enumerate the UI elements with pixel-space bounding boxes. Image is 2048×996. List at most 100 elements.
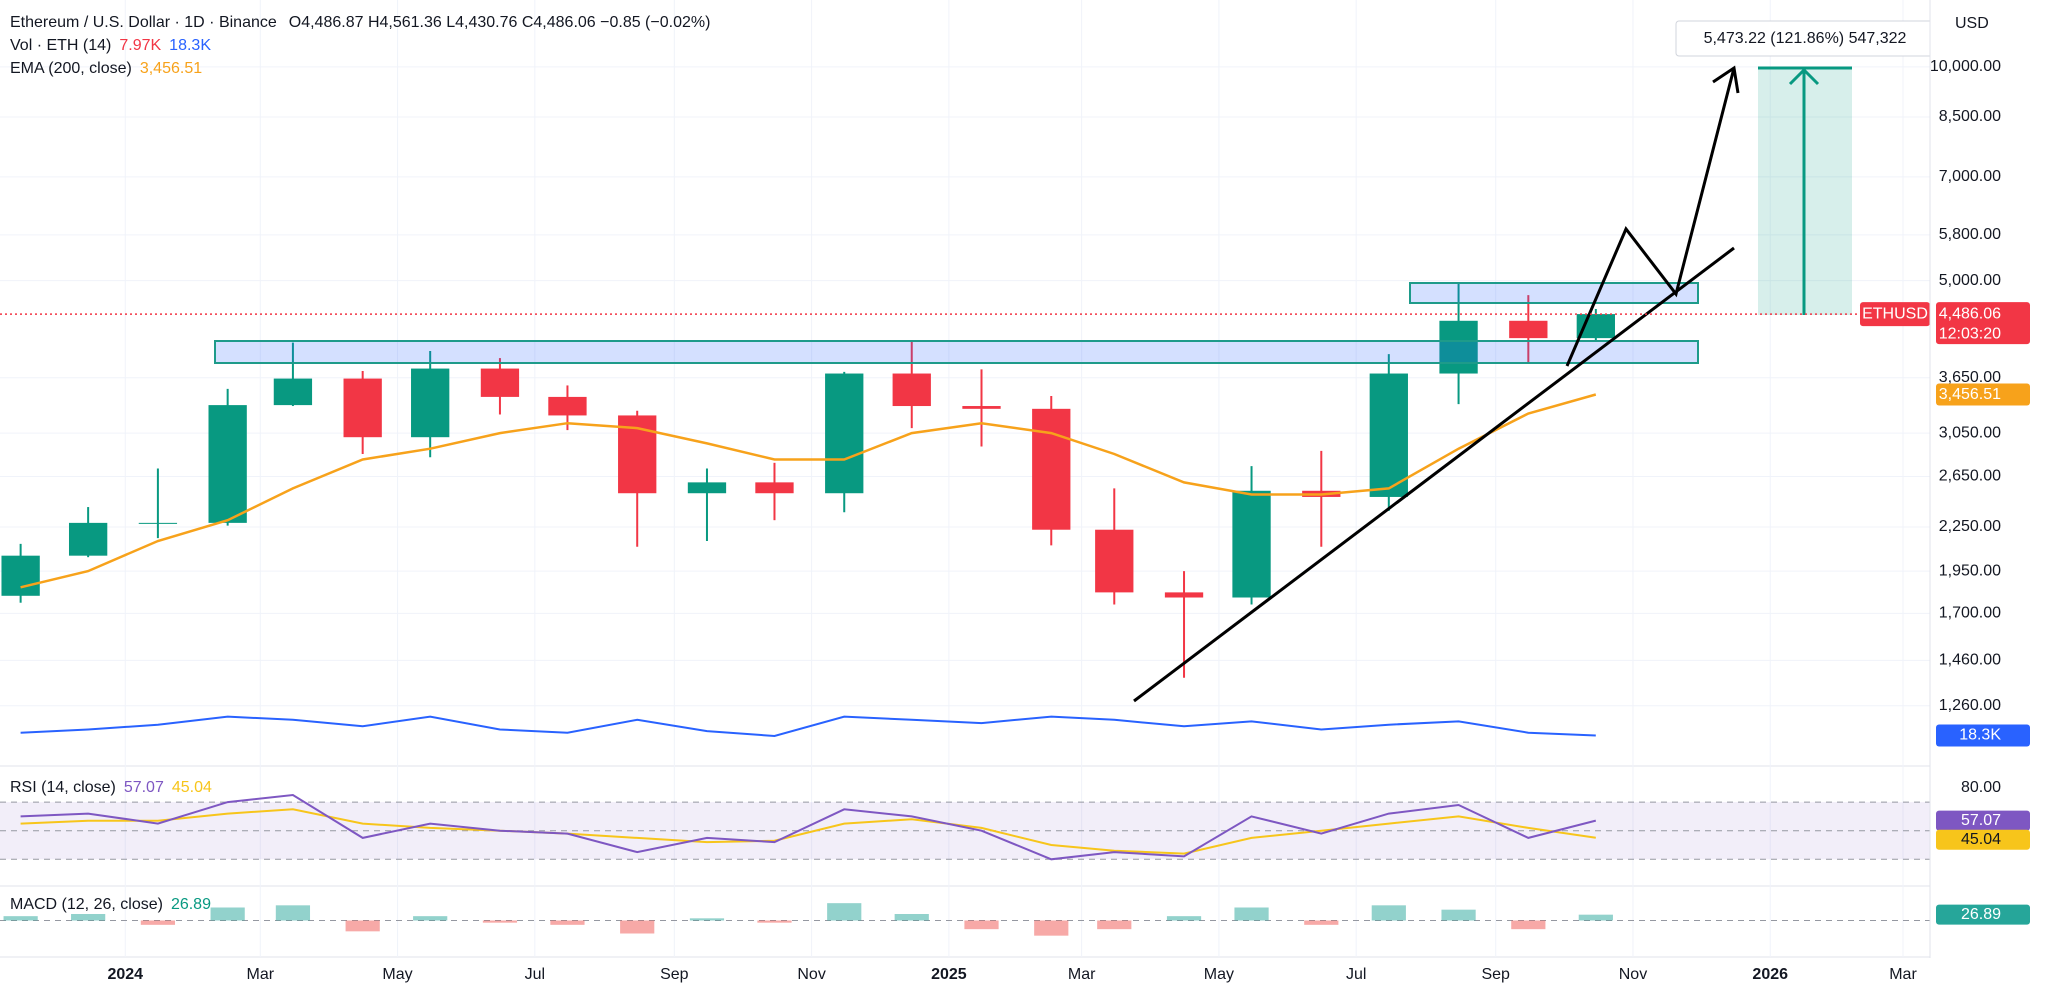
arrow-head bbox=[1712, 65, 1740, 94]
x-tick-label: May bbox=[382, 966, 412, 983]
macd-bar bbox=[1578, 914, 1613, 921]
legend-macd: MACD (12, 26, close) 26.89 bbox=[10, 896, 211, 913]
macd-bar bbox=[894, 914, 929, 921]
rsi-line bbox=[20, 793, 1597, 861]
drawings: 5,473.22 (121.86%) 547,322 bbox=[214, 20, 1935, 703]
macd-bar bbox=[827, 903, 862, 921]
volume-ma: 18.3K bbox=[169, 37, 211, 54]
x-tick-label: Jul bbox=[525, 966, 545, 983]
macd-bar bbox=[1234, 907, 1269, 921]
candle-body bbox=[208, 405, 247, 523]
x-tick-label: Sep bbox=[660, 966, 689, 983]
x-tick-label: Mar bbox=[1068, 966, 1096, 983]
macd-bar bbox=[550, 920, 585, 925]
symbol-badge bbox=[1860, 302, 1930, 327]
candle-body bbox=[1095, 529, 1134, 593]
x-tick-label: Mar bbox=[1889, 966, 1917, 983]
legend-title: Ethereum / U.S. Dollar · 1D · Binance O4,… bbox=[10, 14, 710, 31]
volume-badge bbox=[1936, 724, 2030, 747]
y-tick-label: 3,650.00 bbox=[1939, 369, 2001, 386]
candle-body bbox=[273, 378, 313, 406]
y-tick-label: 2,250.00 bbox=[1939, 518, 2001, 535]
macd-bar bbox=[1034, 920, 1069, 936]
currency-label: USD bbox=[1955, 15, 1989, 32]
price-badge bbox=[1936, 302, 2030, 345]
macd-bar bbox=[620, 920, 655, 934]
y-tick-label: 5,800.00 bbox=[1939, 226, 2001, 243]
candle-body bbox=[962, 406, 1001, 409]
y-tick-label: 7,000.00 bbox=[1939, 168, 2001, 185]
plot bbox=[1, 283, 1615, 936]
x-tick-label: 2024 bbox=[107, 966, 143, 983]
volume-ma-line bbox=[20, 715, 1596, 738]
macd-bar bbox=[345, 920, 380, 932]
macd-bar bbox=[210, 907, 245, 921]
x-tick-label: May bbox=[1204, 966, 1234, 983]
rsi-name: RSI (14, close) bbox=[10, 779, 116, 796]
y-tick-label: 2,650.00 bbox=[1939, 468, 2001, 485]
macd-bar bbox=[1441, 909, 1476, 921]
candle-body bbox=[1164, 592, 1204, 598]
grid bbox=[0, 0, 2048, 958]
rsi-badge-label: 57.07 bbox=[1961, 812, 2001, 829]
rsi-ma-value: 45.04 bbox=[172, 779, 212, 796]
symbol: Ethereum / U.S. Dollar · 1D · Binance bbox=[10, 14, 277, 31]
macd-bar bbox=[3, 916, 38, 921]
candle-body bbox=[1032, 408, 1071, 530]
x-tick-label: Mar bbox=[247, 966, 275, 983]
macd-name: MACD (12, 26, close) bbox=[10, 896, 163, 913]
volume-current: 7.97K bbox=[119, 37, 161, 54]
ema-line bbox=[20, 393, 1597, 589]
macd-bar bbox=[1371, 905, 1406, 921]
macd-badge bbox=[1936, 904, 2030, 925]
candle-body bbox=[687, 482, 727, 494]
x-tick-label: 2026 bbox=[1752, 966, 1788, 983]
candle-body bbox=[411, 368, 450, 438]
candle-body bbox=[1369, 373, 1408, 497]
ohlc: O4,486.87 H4,561.36 L4,430.76 C4,486.06 … bbox=[289, 14, 711, 31]
legend-rsi: RSI (14, close) 57.07 45.04 bbox=[10, 779, 212, 796]
candle-body bbox=[1439, 320, 1478, 374]
macd-bar bbox=[413, 916, 448, 921]
countdown-label: 12:03:20 bbox=[1939, 325, 2001, 342]
symbol-badge-label: ETHUSD bbox=[1862, 305, 1928, 322]
x-tick-label: Jul bbox=[1346, 966, 1366, 983]
macd-bar bbox=[275, 905, 311, 921]
macd-bar bbox=[482, 920, 518, 923]
volume-name: Vol · ETH (14) bbox=[10, 37, 111, 54]
x-tick-label: Nov bbox=[797, 966, 825, 983]
macd-bar bbox=[757, 920, 792, 923]
y-tick-label: 10,000.00 bbox=[1930, 58, 2001, 75]
zone-rect bbox=[214, 340, 1699, 364]
macd-bar bbox=[1166, 916, 1202, 921]
trend-line bbox=[1133, 246, 1735, 703]
y-tick-label: 1,460.00 bbox=[1939, 652, 2001, 669]
rsi-value: 57.07 bbox=[124, 779, 164, 796]
macd-bar bbox=[689, 918, 725, 921]
macd-bar bbox=[964, 920, 999, 930]
candle-body bbox=[1576, 314, 1615, 339]
candle-body bbox=[892, 373, 931, 407]
y-tick-label: 8,500.00 bbox=[1939, 108, 2001, 125]
candle-body bbox=[548, 396, 587, 416]
arrow-head bbox=[1788, 67, 1820, 86]
macd-badge-label: 26.89 bbox=[1961, 906, 2001, 923]
candle-body bbox=[825, 373, 864, 494]
legend-ema: EMA (200, close) 3,456.51 bbox=[10, 60, 202, 77]
macd-bar bbox=[1511, 920, 1546, 930]
ema-name: EMA (200, close) bbox=[10, 60, 132, 77]
rsi-badge bbox=[1936, 810, 2030, 831]
y-tick-label: 1,950.00 bbox=[1939, 562, 2001, 579]
candle-body bbox=[343, 378, 382, 438]
ema-value: 3,456.51 bbox=[140, 60, 202, 77]
rsi-tick-label: 80.00 bbox=[1961, 779, 2001, 796]
macd-value: 26.89 bbox=[171, 896, 211, 913]
candle-body bbox=[1, 555, 40, 596]
y-tick-label: 5,000.00 bbox=[1939, 272, 2001, 289]
y-tick-label: 3,050.00 bbox=[1939, 424, 2001, 441]
macd-bar bbox=[71, 914, 106, 921]
zone-rect bbox=[1409, 282, 1699, 304]
candle-body bbox=[1509, 320, 1548, 339]
macd-bar bbox=[1097, 920, 1132, 930]
overlay: ETHUSD bbox=[0, 302, 1930, 327]
